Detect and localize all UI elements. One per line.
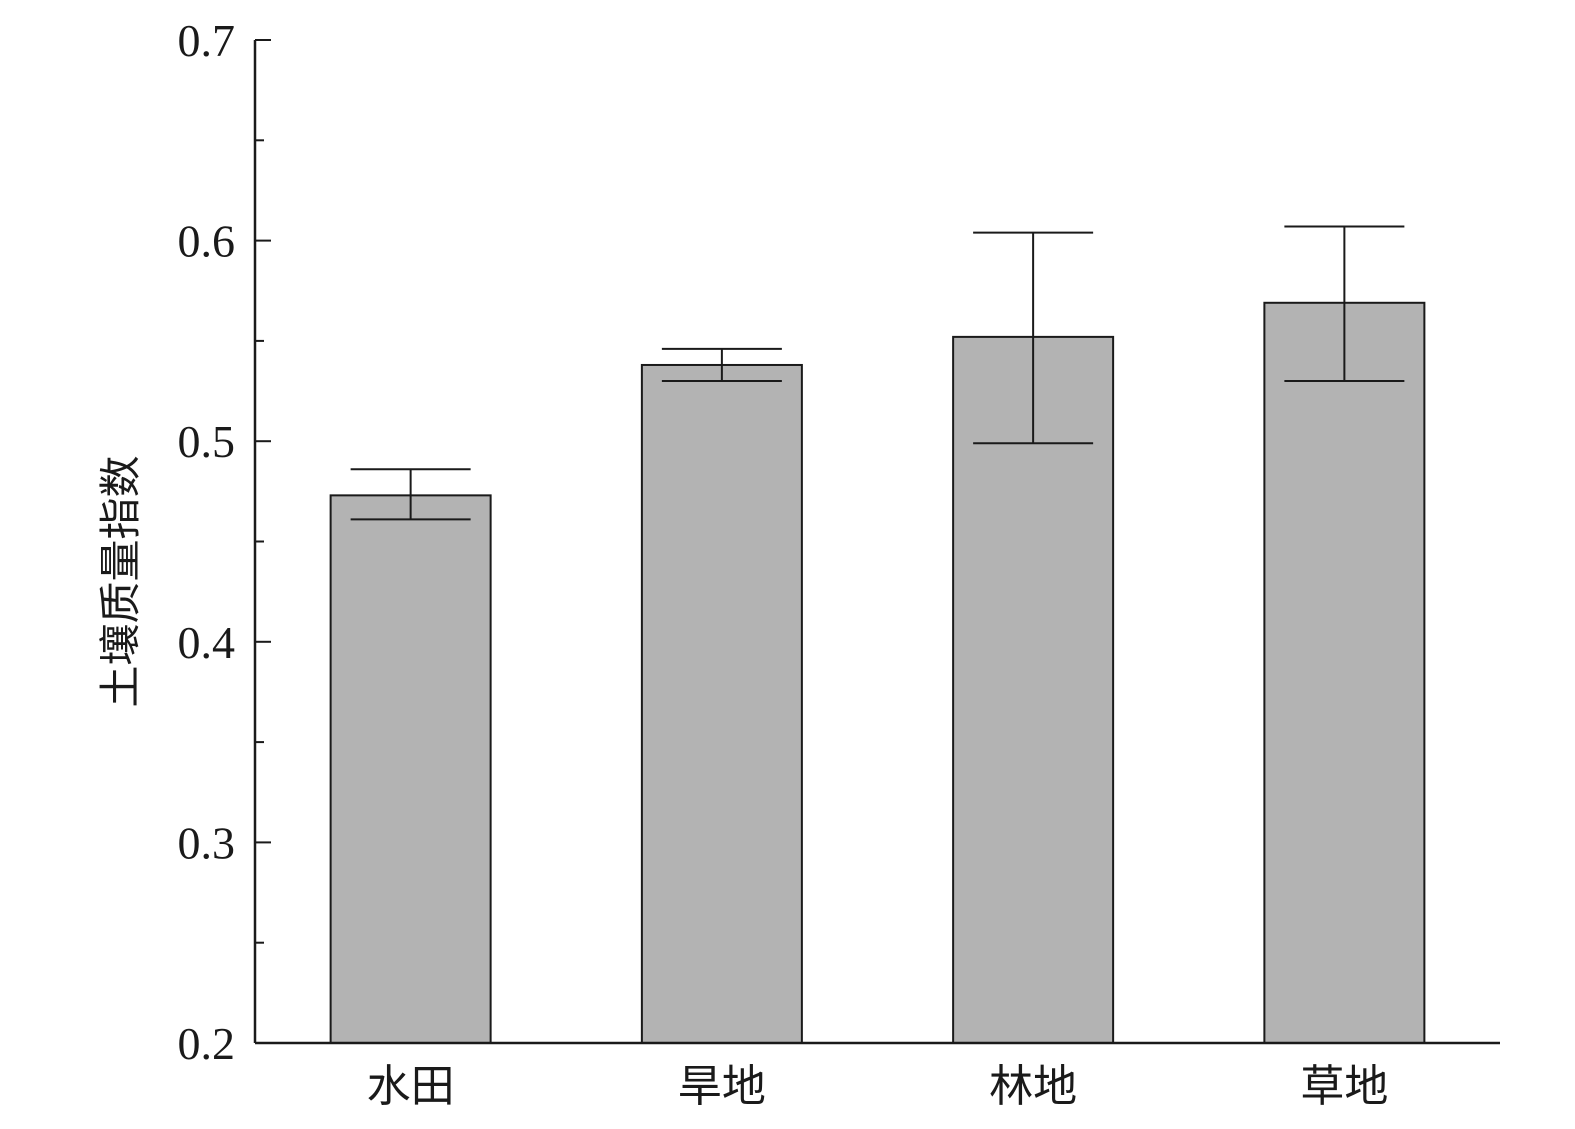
x-category-label: 林地	[989, 1061, 1077, 1112]
y-tick-label: 0.6	[178, 216, 236, 267]
y-tick-label: 0.7	[178, 15, 236, 66]
x-category-label: 草地	[1300, 1061, 1388, 1112]
y-tick-label: 0.3	[178, 817, 236, 868]
bar-4	[1263, 301, 1426, 1044]
y-tick-label: 0.5	[178, 416, 236, 467]
y-tick-label: 0.4	[178, 617, 236, 668]
bar-1	[329, 494, 492, 1044]
x-category-label: 旱地	[678, 1061, 766, 1112]
y-ticks-layer: 0.2 0.3 0.4 0.5 0.6 0.7	[178, 15, 271, 1069]
bars-layer	[329, 301, 1426, 1044]
x-labels-layer: 水田 旱地 林地 草地	[367, 1061, 1389, 1112]
error-bars-layer	[350, 225, 1405, 521]
bar-3	[952, 335, 1115, 1044]
y-axis-title: 土壤质量指数	[96, 455, 145, 707]
bar-2	[640, 363, 803, 1044]
y-tick-label: 0.2	[178, 1018, 236, 1069]
x-category-label: 水田	[367, 1061, 455, 1112]
